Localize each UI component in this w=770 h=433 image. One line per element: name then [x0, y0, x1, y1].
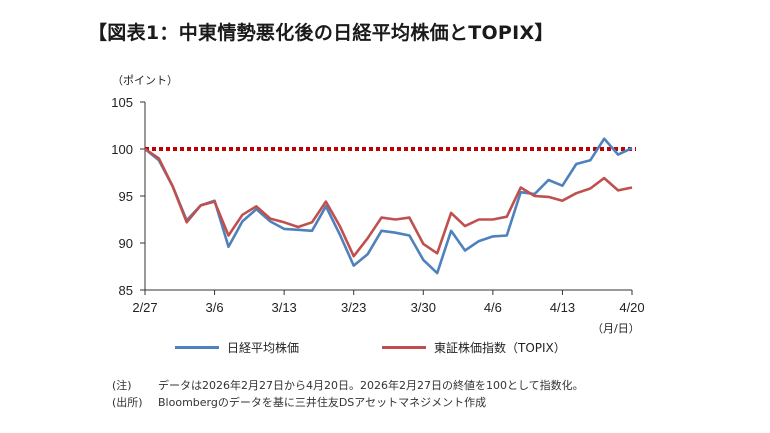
y-tick-label: 105	[111, 95, 133, 110]
x-axis-unit-label: （月/日）	[592, 322, 640, 335]
legend-item-topix: 東証株価指数（TOPIX）	[382, 339, 566, 356]
x-tick-label: 3/23	[341, 300, 366, 315]
y-tick-label: 100	[111, 142, 133, 157]
y-tick-label: 85	[119, 283, 133, 298]
chart-title: 【図表1：中東情勢悪化後の日経平均株価とTOPIX】	[88, 22, 554, 44]
note-row: (注) データは2026年2月27日から4月20日。2026年2月27日の終値を…	[112, 377, 584, 394]
y-tick-label: 95	[119, 189, 133, 204]
x-tick-label: 4/13	[550, 300, 575, 315]
source-label: (出所)	[112, 396, 143, 409]
x-tick-label: 2/27	[132, 300, 157, 315]
y-axis-ticks: 85 90 95 100 105	[111, 95, 145, 298]
x-tick-label: 4/20	[619, 300, 644, 315]
series-line-topix	[144, 147, 633, 258]
notes: (注) データは2026年2月27日から4月20日。2026年2月27日の終値を…	[112, 377, 584, 411]
x-tick-label: 3/13	[271, 300, 296, 315]
series-line-nikkei	[144, 137, 633, 275]
legend-item-nikkei: 日経平均株価	[175, 339, 299, 356]
x-tick-label: 3/6	[206, 300, 224, 315]
series-lines	[144, 137, 633, 275]
note-label: (注)	[112, 379, 132, 392]
legend-label-topix: 東証株価指数（TOPIX）	[434, 341, 566, 355]
source-row: (出所) Bloombergのデータを基に三井住友DSアセットマネジメント作成	[112, 394, 584, 411]
y-axis-unit-label: （ポイント）	[112, 74, 178, 87]
source-text: Bloombergのデータを基に三井住友DSアセットマネジメント作成	[158, 396, 487, 409]
x-axis-ticks: 2/27 3/6 3/13 3/23 3/30 4/6 4/13 4/20	[132, 290, 645, 315]
note-text: データは2026年2月27日から4月20日。2026年2月27日の終値を100と…	[158, 379, 584, 392]
legend-swatch-nikkei	[175, 346, 219, 349]
x-tick-label: 4/6	[484, 300, 502, 315]
x-tick-label: 3/30	[411, 300, 436, 315]
legend-label-nikkei: 日経平均株価	[227, 341, 300, 355]
y-tick-label: 90	[119, 236, 133, 251]
legend-swatch-topix	[382, 346, 426, 349]
